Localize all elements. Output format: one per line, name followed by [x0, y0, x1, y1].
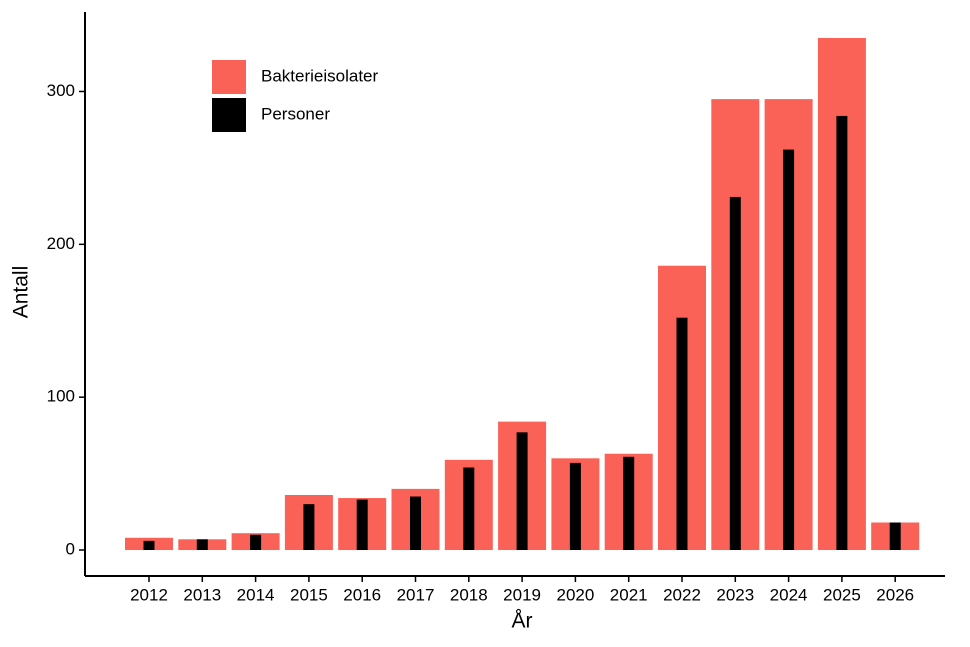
x-tick-label: 2024 [770, 585, 808, 604]
bar [143, 540, 155, 551]
bar [196, 539, 208, 551]
x-axis-title: År [512, 610, 533, 633]
bar [356, 499, 368, 551]
legend-label: Personer [261, 104, 330, 123]
x-tick-label: 2021 [610, 585, 648, 604]
legend-label: Bakterieisolater [261, 66, 379, 85]
bar [516, 432, 528, 551]
bar [889, 522, 901, 551]
bar [250, 534, 262, 551]
bar [463, 467, 475, 551]
x-tick-label: 2017 [397, 585, 435, 604]
x-tick-label: 2015 [290, 585, 328, 604]
legend-key [212, 60, 246, 94]
bar [623, 456, 635, 551]
x-tick-label: 2019 [503, 585, 541, 604]
bar [729, 196, 741, 551]
x-tick-label: 2023 [716, 585, 754, 604]
y-tick-label: 200 [47, 234, 75, 253]
x-tick-label: 2014 [237, 585, 275, 604]
bar [783, 149, 795, 551]
bar [569, 462, 581, 551]
y-tick-label: 300 [47, 81, 75, 100]
y-tick-label: 100 [47, 387, 75, 406]
x-tick-label: 2016 [343, 585, 381, 604]
x-tick-label: 2018 [450, 585, 488, 604]
x-tick-label: 2022 [663, 585, 701, 604]
x-tick-label: 2026 [876, 585, 914, 604]
x-tick-label: 2020 [556, 585, 594, 604]
bar [410, 496, 421, 551]
x-tick-label: 2012 [130, 585, 168, 604]
x-tick-label: 2013 [183, 585, 221, 604]
bar [303, 504, 315, 551]
legend-key [212, 98, 246, 132]
bar [676, 317, 688, 551]
y-axis-title: Antall [10, 266, 33, 319]
x-tick-label: 2025 [823, 585, 861, 604]
bar [836, 115, 848, 551]
y-tick-label: 0 [66, 540, 75, 559]
